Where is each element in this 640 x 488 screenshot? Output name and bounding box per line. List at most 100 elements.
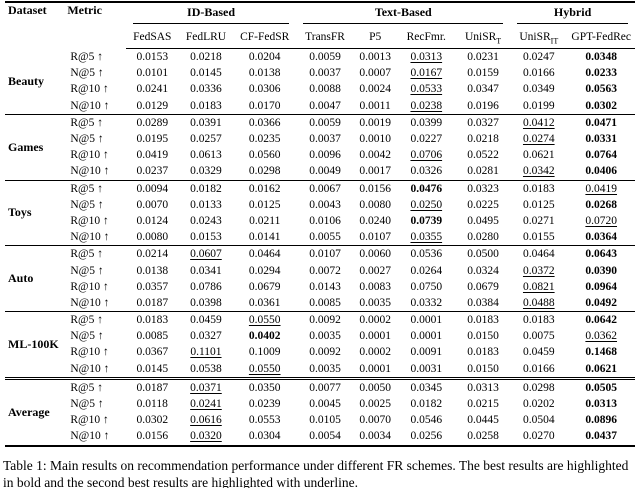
value-cell: 0.0419 xyxy=(585,182,618,195)
table-body: Beauty R@5 ↑ 0.0153 0.0218 0.0204 0.0059 0.001… xyxy=(5,48,635,446)
value-cell: 0.0045 xyxy=(309,398,341,411)
method-header-fedsas: FedSAS xyxy=(125,26,179,49)
value-cell: 0.0227 xyxy=(410,133,443,146)
table-row: N@10 ↑ 0.0145 0.0538 0.0550 0.0035 0.0001 0.00… xyxy=(5,360,635,380)
value-cell: 0.0492 xyxy=(567,294,635,312)
value-cell: 0.1009 xyxy=(248,346,281,359)
value-cell: 0.0196 xyxy=(455,97,511,115)
value-cell: 0.0329 xyxy=(178,163,234,181)
value-cell: 0.0162 xyxy=(248,182,281,195)
value-cell: 0.0055 xyxy=(296,229,354,247)
group-label: Hybrid xyxy=(517,3,628,24)
value-cell: 0.0281 xyxy=(455,163,511,181)
dataset-name: Beauty xyxy=(5,48,65,115)
value-cell: 0.0166 xyxy=(522,67,555,80)
value-cell: 0.0237 xyxy=(125,163,179,181)
value-cell: 0.0323 xyxy=(467,182,499,195)
value-cell: 0.0101 xyxy=(136,67,169,80)
method-header-row: FedSAS FedLRU CF-FedSR TransFR P5 RecFmr. UniS… xyxy=(5,26,635,49)
table-row: ML-100K R@5 ↑ 0.0183 0.0459 0.0550 0.0092 0.00… xyxy=(5,311,635,380)
value-cell: 0.0077 xyxy=(309,381,341,394)
metric-cell: N@5 ↑ xyxy=(70,67,104,80)
value-cell: 0.0083 xyxy=(359,280,391,293)
value-cell: 0.0332 xyxy=(396,294,456,312)
value-cell: 0.0464 xyxy=(522,248,555,261)
value-cell: 0.0125 xyxy=(248,198,281,211)
value-cell: 0.0459 xyxy=(190,314,222,327)
value-cell: 0.0764 xyxy=(585,149,618,162)
value-cell: 0.0024 xyxy=(359,83,391,96)
value-cell: 0.0349 xyxy=(522,83,555,96)
value-cell: 0.0706 xyxy=(410,149,443,162)
value-cell: 0.0412 xyxy=(522,116,555,129)
value-cell: 0.0258 xyxy=(467,430,499,443)
value-cell: 0.0306 xyxy=(248,83,281,96)
col-header-metric: Metric xyxy=(67,3,102,17)
metric-cell: R@5 ↑ xyxy=(70,50,103,63)
value-cell: 0.0150 xyxy=(467,330,499,343)
value-cell: 0.0327 xyxy=(467,116,499,129)
value-cell: 0.0085 xyxy=(296,294,354,312)
value-cell: 0.0364 xyxy=(567,229,635,247)
value-cell: 0.0341 xyxy=(190,264,222,277)
value-cell: 0.0241 xyxy=(190,398,222,411)
value-cell: 0.0031 xyxy=(396,360,456,380)
value-cell: 0.0183 xyxy=(178,97,234,115)
value-cell: 0.0060 xyxy=(359,248,391,261)
value-cell: 0.0017 xyxy=(353,163,397,181)
table-row: N@5 ↑ 0.0195 0.0257 0.0235 0.0037 0.0010 0.022… xyxy=(5,131,635,147)
value-cell: 0.0092 xyxy=(309,346,341,359)
value-cell: 0.0362 xyxy=(585,330,618,343)
value-cell: 0.0085 xyxy=(136,330,169,343)
value-cell: 0.0720 xyxy=(585,214,618,227)
value-cell: 0.0471 xyxy=(585,116,618,129)
value-cell: 0.0167 xyxy=(410,67,443,80)
table-row: N@10 ↑ 0.0156 0.0320 0.0304 0.0054 0.0034 0.02… xyxy=(5,428,635,445)
method-header-p5: P5 xyxy=(353,26,397,49)
value-cell: 0.0001 xyxy=(353,360,397,380)
value-cell: 0.0225 xyxy=(467,198,499,211)
value-cell: 0.0406 xyxy=(567,163,635,181)
metric-cell: R@10 ↑ xyxy=(70,149,109,162)
table-row: R@10 ↑ 0.0124 0.0243 0.0211 0.0106 0.0240 0.07… xyxy=(5,213,635,229)
value-cell: 0.0786 xyxy=(190,280,222,293)
value-cell: 0.0204 xyxy=(248,51,281,64)
value-cell: 0.0199 xyxy=(510,97,568,115)
value-cell: 0.0124 xyxy=(136,214,169,227)
value-cell: 0.0107 xyxy=(309,248,341,261)
value-cell: 0.0476 xyxy=(410,182,443,195)
value-cell: 0.0250 xyxy=(410,198,443,211)
method-header-fedlru: FedLRU xyxy=(178,26,234,49)
value-cell: 0.0371 xyxy=(190,381,222,394)
value-cell: 0.0247 xyxy=(522,51,555,64)
value-cell: 0.0059 xyxy=(309,51,341,64)
value-cell: 0.0336 xyxy=(190,83,222,96)
value-cell: 0.0138 xyxy=(248,67,281,80)
value-cell: 0.0067 xyxy=(309,182,341,195)
metric-cell: N@5 ↑ xyxy=(70,264,104,277)
value-cell: 0.0088 xyxy=(309,83,341,96)
value-cell: 0.0202 xyxy=(522,398,555,411)
value-cell: 0.0214 xyxy=(136,248,169,261)
value-cell: 0.0170 xyxy=(233,97,297,115)
value-cell: 0.0241 xyxy=(136,83,169,96)
value-cell: 0.0642 xyxy=(585,314,618,327)
value-cell: 0.0533 xyxy=(410,83,443,96)
table-caption: Table 1: Main results on recommendation … xyxy=(3,457,629,488)
metric-cell: N@5 ↑ xyxy=(70,133,104,146)
value-cell: 0.0239 xyxy=(248,398,281,411)
value-cell: 0.0054 xyxy=(309,430,341,443)
value-cell: 0.0302 xyxy=(567,97,635,115)
value-cell: 0.0348 xyxy=(585,51,618,64)
value-cell: 0.0218 xyxy=(190,51,222,64)
value-cell: 0.0313 xyxy=(467,381,499,394)
value-cell: 0.0398 xyxy=(178,294,234,312)
value-cell: 0.0010 xyxy=(359,133,391,146)
value-cell: 0.0355 xyxy=(396,229,456,247)
value-cell: 0.0156 xyxy=(136,430,169,443)
table-row: R@10 ↑ 0.0241 0.0336 0.0306 0.0088 0.0024 0.05… xyxy=(5,81,635,97)
value-cell: 0.0070 xyxy=(136,198,169,211)
value-cell: 0.0522 xyxy=(467,149,499,162)
table-row: N@5 ↑ 0.0138 0.0341 0.0294 0.0072 0.0027 0.026… xyxy=(5,262,635,278)
method-header-gpt-fedrec: GPT-FedRec xyxy=(567,26,635,49)
